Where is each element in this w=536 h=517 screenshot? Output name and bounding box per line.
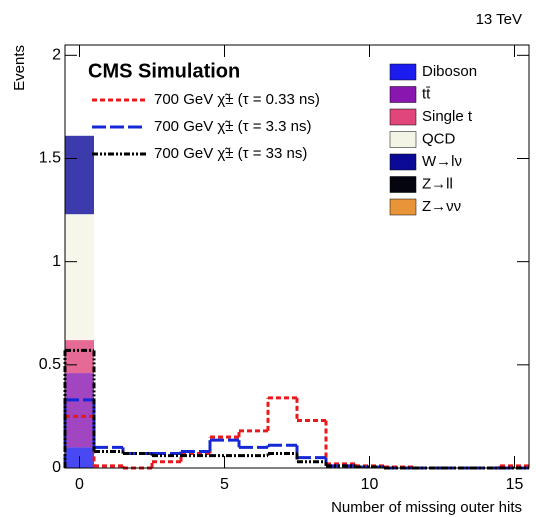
legend-swatch: [389, 86, 417, 103]
y-tick-label: 2: [52, 47, 61, 64]
legend-label: Z→ll: [422, 175, 453, 192]
legend-label: W→lν: [422, 153, 462, 170]
stack-bar: [65, 214, 94, 341]
y-tick-label: 1: [52, 253, 61, 270]
legend-swatch: [389, 131, 417, 148]
stack-bar: [65, 340, 94, 374]
x-axis-label: Number of missing outer hits: [331, 499, 522, 516]
cms-label: CMS Simulation: [88, 60, 240, 82]
y-tick-label: 0: [52, 459, 61, 476]
energy-label: 13 TeV: [476, 11, 522, 28]
legend-label: Single t: [422, 108, 473, 125]
stack-bar: [65, 135, 94, 215]
stack-bar: [65, 373, 94, 448]
x-tick-label: 0: [75, 476, 84, 493]
y-tick-label: 1.5: [39, 150, 61, 167]
legend-swatch: [389, 108, 417, 126]
x-tick-label: 10: [361, 476, 379, 493]
plot-frame: [64, 44, 530, 469]
y-tick-label: 0.5: [39, 356, 61, 373]
legend-swatch: [389, 176, 417, 193]
legend-swatch: [389, 198, 417, 216]
legend-label: 700 GeV χ̃± (τ = 33 ns): [154, 145, 307, 162]
legend-swatch: [389, 153, 417, 171]
legend-label: Diboson: [422, 63, 477, 80]
legend-label: Z→νν: [422, 198, 461, 215]
legend-label: 700 GeV χ̃± (τ = 3.3 ns): [154, 118, 312, 135]
legend-swatch: [389, 63, 417, 81]
legend-label: tt̄: [422, 85, 431, 102]
x-tick-label: 5: [220, 476, 229, 493]
legend-label: QCD: [422, 130, 456, 147]
x-tick-label: 15: [506, 476, 524, 493]
legend-label: 700 GeV χ̃± (τ = 0.33 ns): [154, 91, 320, 108]
y-axis-label: Events: [11, 45, 28, 91]
